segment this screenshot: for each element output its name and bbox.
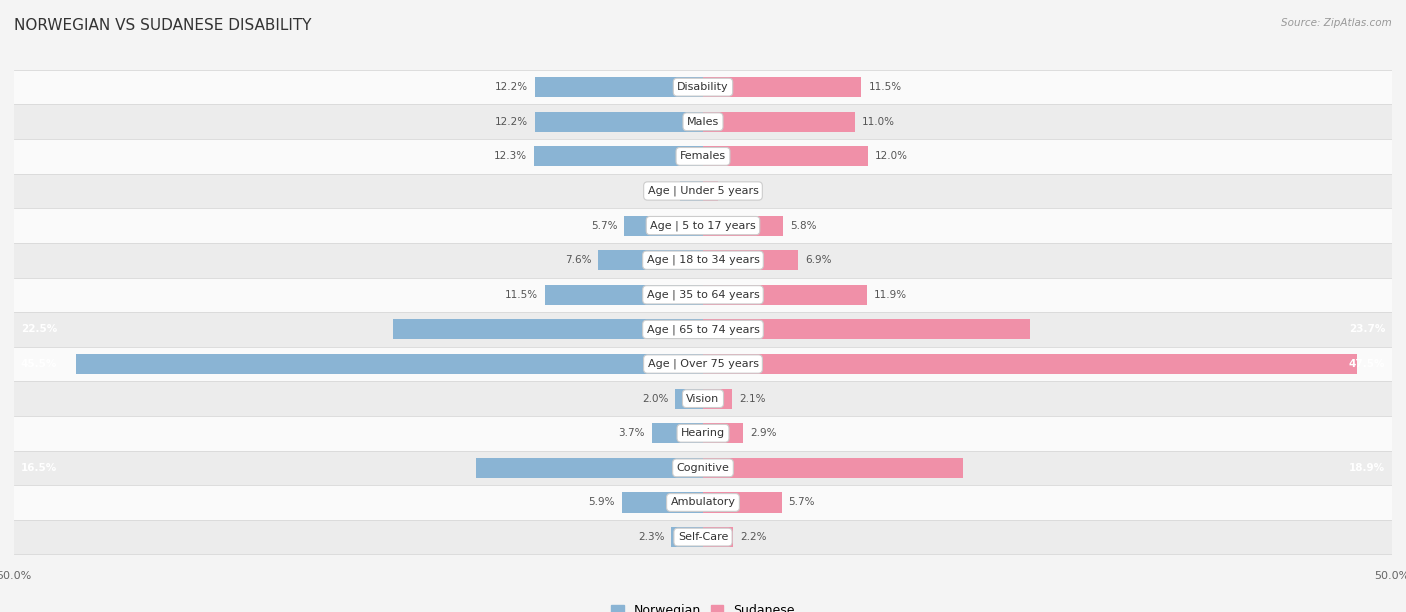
Text: NORWEGIAN VS SUDANESE DISABILITY: NORWEGIAN VS SUDANESE DISABILITY [14,18,312,34]
Text: 5.7%: 5.7% [591,220,617,231]
Bar [14,139,1392,174]
Text: Age | Under 5 years: Age | Under 5 years [648,185,758,196]
Text: 5.7%: 5.7% [789,498,815,507]
Bar [703,493,782,512]
Bar [703,77,862,97]
Bar [703,319,1029,340]
Bar [703,250,799,271]
Text: 22.5%: 22.5% [21,324,58,334]
Text: 45.5%: 45.5% [21,359,58,369]
Text: 2.2%: 2.2% [740,532,766,542]
Text: 12.2%: 12.2% [495,82,529,92]
Text: 2.3%: 2.3% [638,532,665,542]
Text: 12.2%: 12.2% [495,117,529,127]
Bar [703,424,742,443]
Text: 6.9%: 6.9% [806,255,831,265]
Bar [703,389,733,409]
Bar [14,277,1392,312]
Text: Cognitive: Cognitive [676,463,730,473]
Text: 47.5%: 47.5% [1348,359,1385,369]
Legend: Norwegian, Sudanese: Norwegian, Sudanese [606,599,800,612]
Bar [652,424,703,443]
Bar [14,70,1392,105]
Text: 12.0%: 12.0% [875,151,908,162]
Text: Age | 18 to 34 years: Age | 18 to 34 years [647,255,759,266]
Text: 3.7%: 3.7% [619,428,645,438]
Bar [671,527,703,547]
Bar [76,354,703,374]
Bar [675,389,703,409]
Bar [14,381,1392,416]
Text: 11.0%: 11.0% [862,117,894,127]
Bar [14,312,1392,347]
Bar [534,112,703,132]
Text: Self-Care: Self-Care [678,532,728,542]
Bar [14,416,1392,450]
Text: Age | 5 to 17 years: Age | 5 to 17 years [650,220,756,231]
Text: 11.5%: 11.5% [869,82,901,92]
Text: Males: Males [688,117,718,127]
Bar [599,250,703,271]
Text: 5.9%: 5.9% [588,498,614,507]
Text: 11.9%: 11.9% [875,290,907,300]
Bar [679,181,703,201]
Bar [475,458,703,478]
Bar [534,77,703,97]
Bar [703,112,855,132]
Text: Age | Over 75 years: Age | Over 75 years [648,359,758,369]
Text: Age | 65 to 74 years: Age | 65 to 74 years [647,324,759,335]
Text: Ambulatory: Ambulatory [671,498,735,507]
Bar [703,527,734,547]
Text: Hearing: Hearing [681,428,725,438]
Text: 7.6%: 7.6% [565,255,592,265]
Text: 1.7%: 1.7% [647,186,672,196]
Text: Females: Females [681,151,725,162]
Bar [621,493,703,512]
Bar [703,146,869,166]
Bar [14,347,1392,381]
Bar [14,208,1392,243]
Bar [624,215,703,236]
Bar [703,215,783,236]
Text: 23.7%: 23.7% [1348,324,1385,334]
Bar [14,485,1392,520]
Text: 5.8%: 5.8% [790,220,817,231]
Text: 2.0%: 2.0% [643,394,669,404]
Text: 18.9%: 18.9% [1348,463,1385,473]
Text: 2.1%: 2.1% [738,394,765,404]
Bar [14,450,1392,485]
Text: 1.1%: 1.1% [725,186,752,196]
Text: 16.5%: 16.5% [21,463,58,473]
Text: Source: ZipAtlas.com: Source: ZipAtlas.com [1281,18,1392,28]
Text: 2.9%: 2.9% [749,428,776,438]
Text: Disability: Disability [678,82,728,92]
Bar [544,285,703,305]
Bar [14,520,1392,554]
Bar [14,174,1392,208]
Bar [703,285,868,305]
Text: Age | 35 to 64 years: Age | 35 to 64 years [647,289,759,300]
Text: Vision: Vision [686,394,720,404]
Bar [14,105,1392,139]
Text: 11.5%: 11.5% [505,290,537,300]
Bar [703,181,718,201]
Bar [14,243,1392,277]
Bar [533,146,703,166]
Bar [703,458,963,478]
Bar [703,354,1358,374]
Text: 12.3%: 12.3% [494,151,527,162]
Bar [392,319,703,340]
